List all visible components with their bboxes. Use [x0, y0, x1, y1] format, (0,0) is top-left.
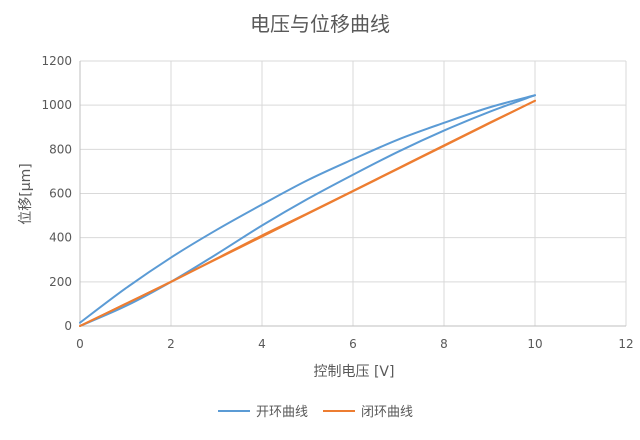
x-tick-label: 6 — [349, 337, 357, 351]
x-axis-label: 控制电压 [V] — [314, 364, 395, 380]
y-tick-label: 400 — [49, 231, 72, 245]
x-tick-label: 8 — [440, 337, 448, 351]
y-tick-label: 1000 — [41, 98, 72, 112]
series-2 — [79, 99, 536, 327]
y-axis-label: 位移[μm] — [18, 163, 34, 224]
x-tick-label: 10 — [527, 337, 542, 351]
legend-label: 开环曲线 — [256, 405, 308, 420]
series-line-ascending — [79, 94, 536, 327]
y-tick-label: 800 — [49, 142, 72, 156]
legend: 开环曲线 闭环曲线 — [218, 405, 413, 420]
y-tick-label: 600 — [49, 187, 72, 201]
x-tick-label: 12 — [618, 337, 633, 351]
series-lines — [79, 94, 536, 327]
series-line-descending — [79, 99, 536, 327]
y-tick-label: 200 — [49, 275, 72, 289]
grid-lines — [80, 60, 627, 326]
x-tick-label: 2 — [167, 337, 175, 351]
series-1 — [79, 94, 536, 327]
y-tick-label: 0 — [64, 319, 72, 333]
x-tick-label: 4 — [258, 337, 266, 351]
legend-label: 闭环曲线 — [361, 405, 413, 420]
axes: 0 200 400 600 800 1000 1200 0 2 4 6 8 10 12 — [41, 54, 633, 351]
chart-title: 电压与位移曲线 — [250, 12, 390, 36]
y-tick-label: 1200 — [41, 54, 72, 68]
series-line-descending — [79, 94, 536, 324]
x-tick-label: 0 — [76, 337, 84, 351]
